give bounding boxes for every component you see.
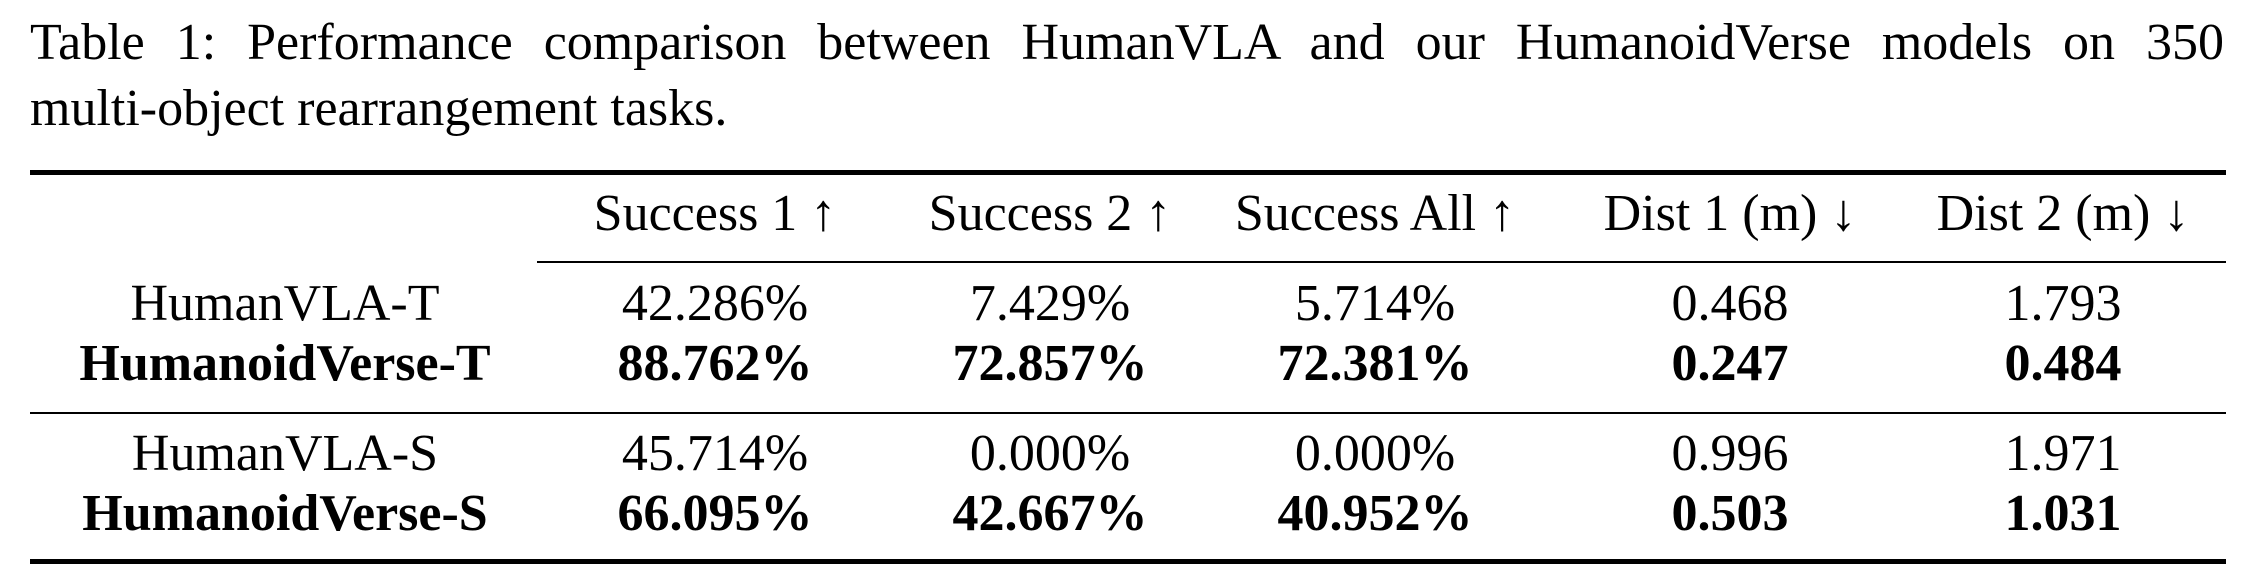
table-cell: 1.031 bbox=[2004, 485, 2122, 542]
caption-line-2: multi-object rearrangement tasks. bbox=[30, 80, 728, 137]
header-dist-1: Dist 1 (m) ↓ bbox=[1603, 185, 1857, 242]
row-method-humanvla-s: HumanVLA-S bbox=[131, 425, 439, 482]
row-method-humanvla-t: HumanVLA-T bbox=[130, 275, 440, 332]
table-cell: 1.793 bbox=[2004, 275, 2122, 332]
table-cell: 0.468 bbox=[1671, 275, 1789, 332]
table-bottom-rule bbox=[30, 559, 2226, 564]
table-cell: 0.247 bbox=[1671, 335, 1789, 392]
table-cell: 0.000% bbox=[969, 425, 1131, 482]
header-success-1: Success 1 ↑ bbox=[593, 185, 837, 242]
header-dist-2: Dist 2 (m) ↓ bbox=[1936, 185, 2190, 242]
table-cell: 72.381% bbox=[1277, 335, 1473, 392]
table-cell: 7.429% bbox=[969, 275, 1131, 332]
table-cell: 42.286% bbox=[621, 275, 809, 332]
table-cell: 45.714% bbox=[621, 425, 809, 482]
header-success-2: Success 2 ↑ bbox=[928, 185, 1172, 242]
table-cell: 42.667% bbox=[952, 485, 1148, 542]
header-success-all: Success All ↑ bbox=[1234, 185, 1516, 242]
row-method-humanoidverse-s: HumanoidVerse-S bbox=[82, 485, 488, 542]
table-cell: 0.503 bbox=[1671, 485, 1789, 542]
table-cell: 5.714% bbox=[1294, 275, 1456, 332]
group-separator-rule bbox=[30, 412, 2226, 414]
table-cell: 40.952% bbox=[1277, 485, 1473, 542]
table-cell: 66.095% bbox=[617, 485, 813, 542]
table-cell: 88.762% bbox=[617, 335, 813, 392]
table-cell: 0.996 bbox=[1671, 425, 1789, 482]
table-cell: 72.857% bbox=[952, 335, 1148, 392]
row-method-humanoidverse-t: HumanoidVerse-T bbox=[79, 335, 491, 392]
table-cell: 0.484 bbox=[2004, 335, 2122, 392]
table-cell: 0.000% bbox=[1294, 425, 1456, 482]
header-underline-rule bbox=[537, 261, 2226, 263]
table-caption: Table 1: Performance comparison between … bbox=[30, 10, 2224, 142]
table-cell: 1.971 bbox=[2004, 425, 2122, 482]
caption-line-1: Table 1: Performance comparison between … bbox=[30, 14, 2224, 71]
table-top-rule bbox=[30, 170, 2226, 175]
